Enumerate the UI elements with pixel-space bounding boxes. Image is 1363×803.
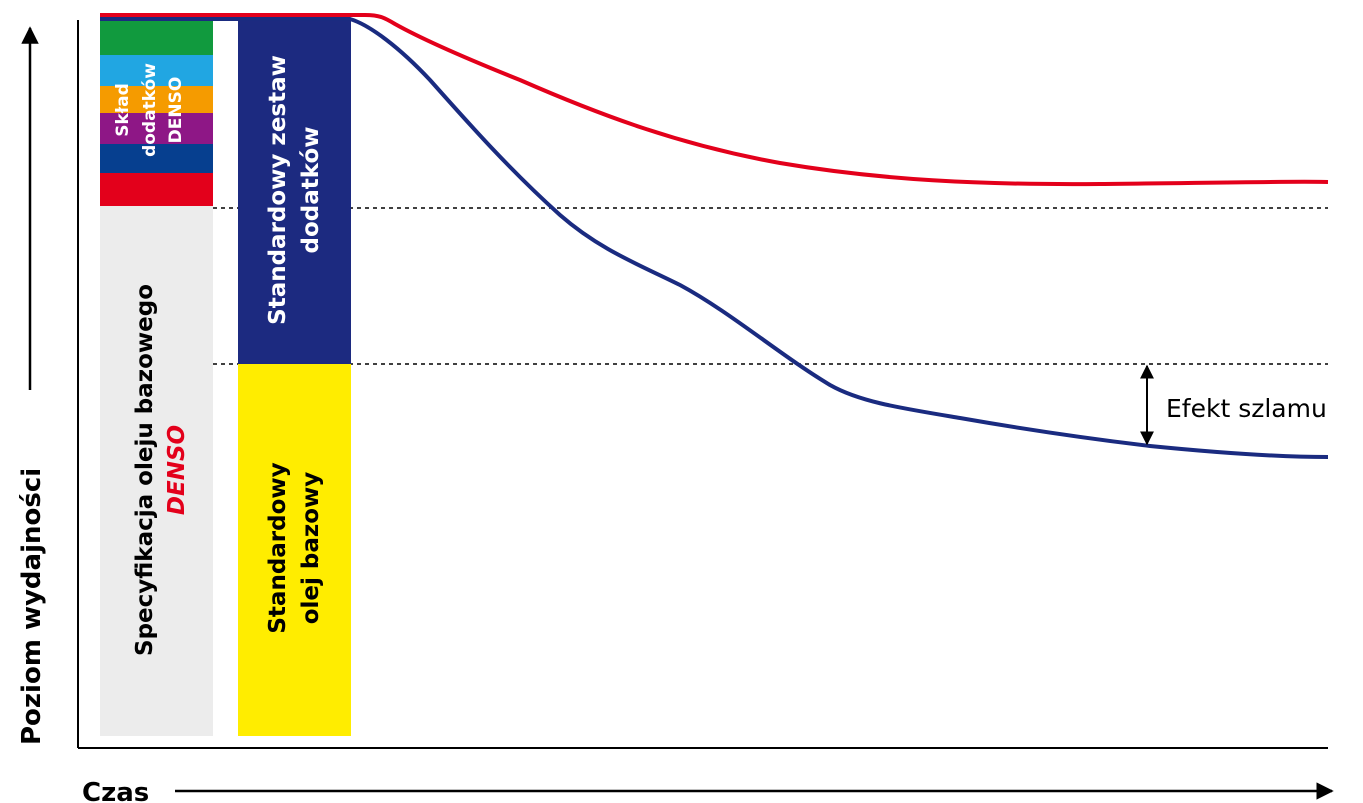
denso-additive-stack [100, 20, 213, 206]
denso-additive-stripe [100, 144, 213, 173]
denso-brand-label: DENSO [164, 425, 190, 515]
standard-base-label: olej bazowy [298, 472, 324, 625]
x-axis-label: Czas [82, 778, 149, 803]
denso-additive-label-line: DENSO [166, 77, 186, 144]
standard-additive-label: Standardowy zestaw [265, 55, 291, 325]
denso-base-oil-bar [100, 206, 213, 736]
denso-additive-stripe [100, 55, 213, 86]
denso-additive-label: Skład [113, 83, 133, 137]
denso-additive-label-line: dodatków [140, 63, 160, 157]
denso-additive-label: dodatków [140, 63, 160, 157]
denso-additive-stripe [100, 173, 213, 206]
denso-additive-label-line: Skład [113, 83, 133, 137]
denso-base-label: Specyfikacja oleju bazowego [132, 284, 158, 656]
standard-additive-label: dodatków [298, 127, 324, 254]
standard-base-label: Standardowy [265, 462, 291, 633]
denso-additive-stripe [100, 113, 213, 144]
standard-additive-bar [238, 18, 351, 364]
denso-additive-label: DENSO [166, 77, 186, 144]
x-axis-label-group: Czas [82, 778, 1334, 803]
denso-additive-stripe [100, 86, 213, 113]
denso-additive-stripe [100, 20, 213, 55]
y-axis-label: Poziom wydajności [17, 468, 47, 745]
standard-base-oil-bar [238, 364, 351, 736]
y-axis-label-group: Poziom wydajności [17, 26, 47, 745]
sludge-effect-label: Efekt szlamu [1166, 394, 1327, 423]
denso-performance-line [100, 13, 1329, 187]
